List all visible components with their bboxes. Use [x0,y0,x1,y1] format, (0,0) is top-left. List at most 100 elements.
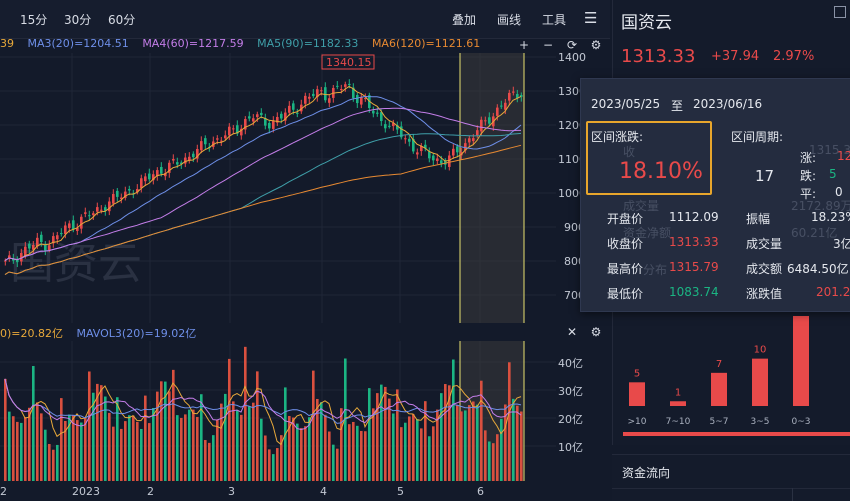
candle [412,134,415,154]
volume-bar [440,393,443,481]
mavol1-value: 0)=20.82亿 [0,327,63,340]
x-tick: 4 [320,485,327,498]
volume-bar [108,412,111,481]
volume-bar [24,417,27,481]
candle [396,121,399,134]
up-label: 涨: [800,151,817,165]
close-volume-icon[interactable]: ✕ [566,325,578,339]
candle [516,89,519,103]
volume-bar [232,401,235,481]
candle [464,138,467,154]
volume-bar [256,371,259,481]
draw-line-button[interactable]: 画线 [497,13,522,27]
current-price: 1313.33 [621,46,696,67]
close-label: 收盘价 [607,237,644,251]
volume-bar [60,398,63,481]
candle [204,135,207,150]
candle [32,241,35,254]
candle [416,148,419,159]
price-change: +37.94 [711,49,760,64]
high-label-box [321,54,375,70]
candle [148,168,151,182]
volume-bar [32,366,35,481]
volume-bar [436,409,439,481]
volume-bar [20,422,23,481]
expand-icon[interactable] [834,6,846,18]
volume-bar [392,413,395,481]
low-label: 最低价 [607,287,644,301]
period-60min[interactable]: 60分 [108,13,136,27]
refresh-icon[interactable]: ⟳ [566,38,578,52]
ma-line [4,107,521,262]
candlestick-chart[interactable]: 国资云 1340.15 [0,53,556,323]
volume-bar [208,442,211,481]
volume-bar [464,410,467,481]
vol-tick: 30亿 [558,385,583,398]
vol-tick: 10亿 [558,441,583,454]
volume-bar [308,417,311,481]
overlay-button[interactable]: 叠加 [452,13,477,27]
volume-bar [176,415,179,481]
price-tick: 1100 [558,153,586,166]
volume-legend: 0)=20.82亿 MAVOL3(20)=19.02亿 [0,325,556,340]
volume-bar [52,449,55,481]
volume-bar [520,411,523,481]
distribution-bar [793,316,809,406]
volume-bar [100,385,103,481]
distribution-count: 7 [716,359,722,370]
candle [244,116,247,135]
volume-bar [376,393,379,481]
candle [172,154,175,164]
volume-bar [404,422,407,481]
candle [152,170,155,185]
menu-icon[interactable]: ☰ [584,9,598,27]
distribution-label: 5~7 [710,417,729,427]
candle [4,258,7,266]
price-tick: 900 [564,221,585,234]
zoom-in-button[interactable]: + [518,38,530,52]
stock-name: 国资云 [621,13,672,33]
candle [184,153,187,168]
period-15min[interactable]: 15分 [20,13,48,27]
vol-tick: 40亿 [558,357,583,370]
settings-gear-icon[interactable]: ⚙ [590,38,602,52]
candle [508,89,511,106]
candle [236,120,239,137]
volume-bar [368,388,371,481]
change-value-label: 涨跌值 [746,287,783,301]
distribution-bar [752,358,768,406]
amplitude-label: 振幅 [746,212,771,226]
volume-bar [332,444,335,481]
volume-bar [492,443,495,481]
zoom-out-button[interactable]: − [542,38,554,52]
period-30min[interactable]: 30分 [64,13,92,27]
volume-ma-line [4,378,522,446]
volume-bar [472,401,475,481]
candle [84,207,87,218]
tools-button[interactable]: 工具 [542,13,567,27]
candle [360,92,363,109]
candle [248,111,251,122]
volume-bar [124,421,127,481]
candle [316,85,319,102]
volume-bar [264,435,267,481]
volume-settings-icon[interactable]: ⚙ [590,325,602,339]
chart-toolbar: 15分 30分 60分 叠加 画线 工具 ☰ [0,0,610,39]
volume-bar [200,394,203,481]
volume-bar [248,406,251,481]
up-count: 12 [837,149,850,163]
down-label: 跌: [800,169,817,183]
volume-bar [12,416,15,481]
volume-bar [388,398,391,481]
down-count: 5 [829,167,837,181]
volume-chart[interactable] [0,341,556,481]
volume-bar [236,410,239,481]
candle [168,160,171,178]
candle [140,174,143,193]
candle [92,211,95,221]
volume-bar [204,440,207,481]
price-tick: 800 [564,255,585,268]
candle [336,81,339,90]
candle [488,112,491,126]
